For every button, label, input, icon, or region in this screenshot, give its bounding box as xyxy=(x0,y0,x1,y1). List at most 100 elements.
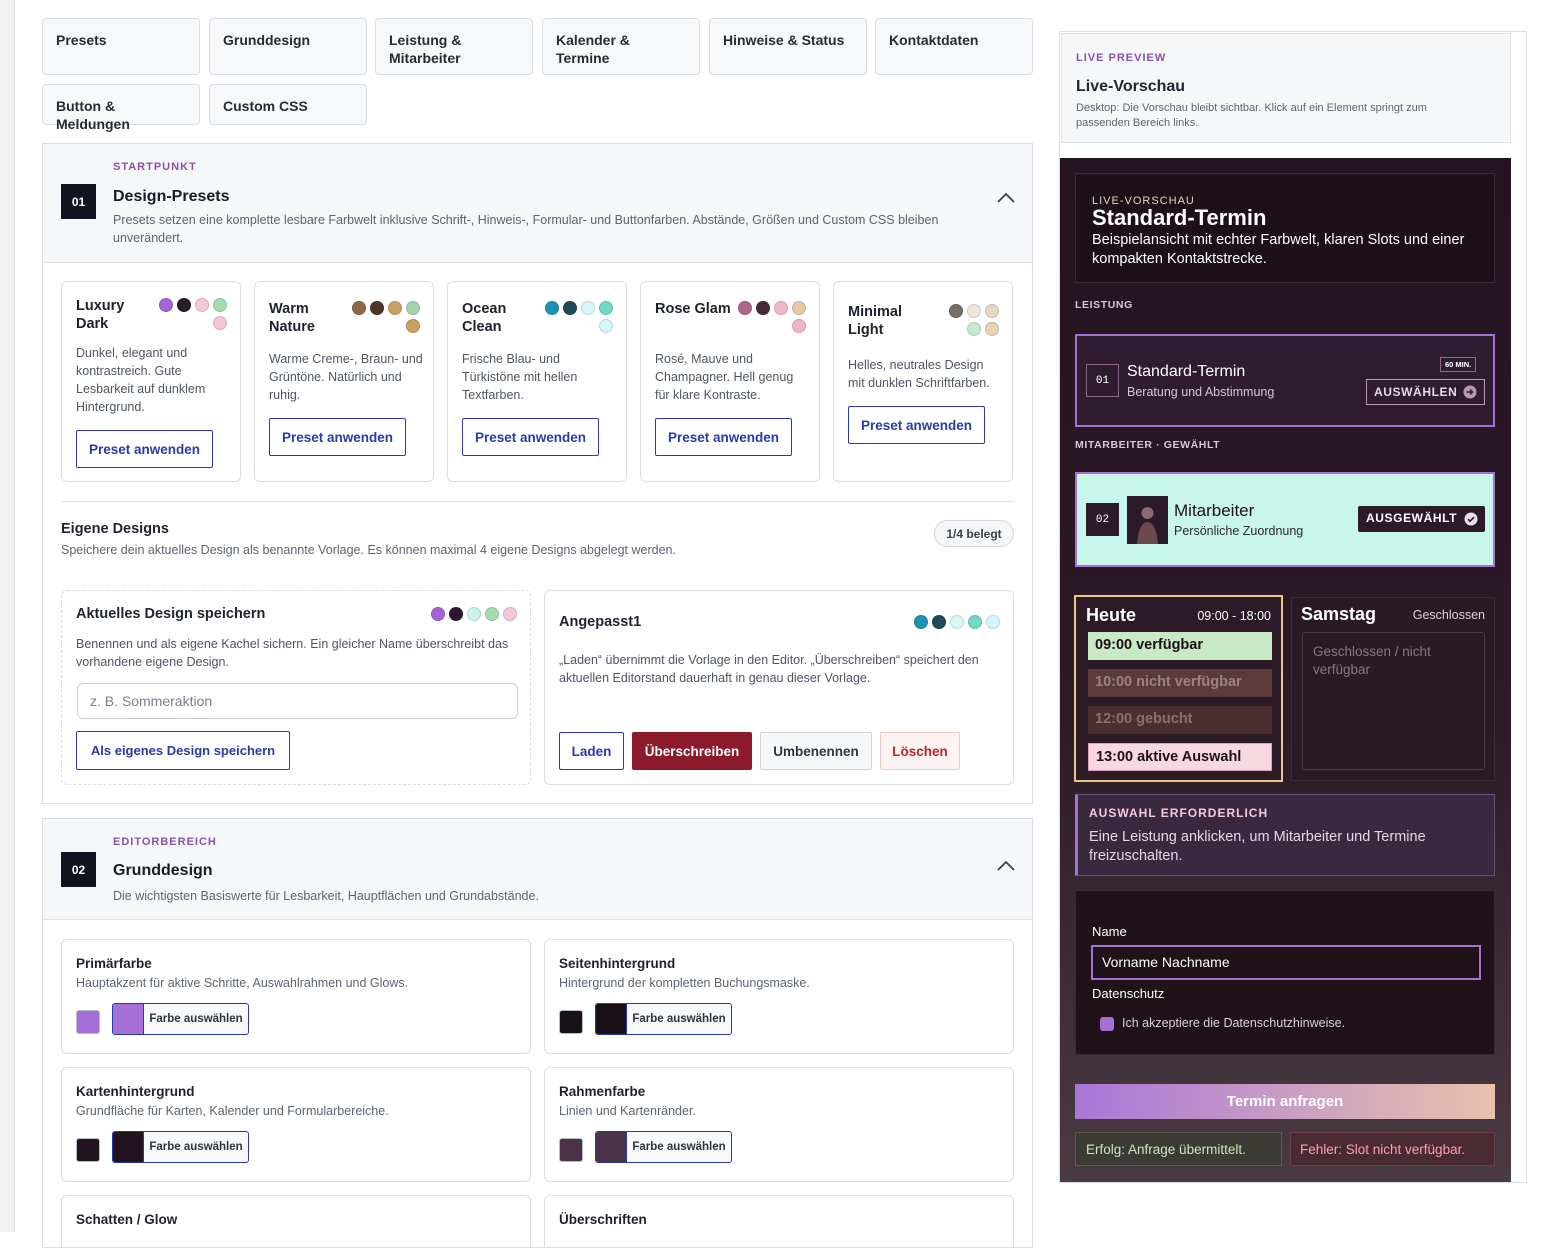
field-label: Datenschutz xyxy=(1092,986,1165,1001)
preset-description: Dunkel, elegant und kontrastreich. Gute … xyxy=(76,346,206,414)
preview-hero[interactable]: LIVE-VORSCHAU Standard-Termin Beispielan… xyxy=(1075,173,1495,283)
color-dot xyxy=(985,304,999,318)
duration-badge: 60 MIN. xyxy=(1440,357,1477,372)
hero-title: Standard-Termin xyxy=(1092,205,1267,230)
color-picker-button[interactable]: Farbe auswählen xyxy=(595,1003,732,1035)
selected-button[interactable]: AUSGEWÄHLT xyxy=(1358,506,1485,532)
color-block xyxy=(113,1132,144,1162)
color-block xyxy=(113,1004,144,1034)
color-swatch xyxy=(559,1138,583,1162)
button-label: Farbe auswählen xyxy=(149,1141,243,1153)
color-block xyxy=(596,1132,627,1162)
tab[interactable]: Presets xyxy=(42,18,200,75)
color-field: Schatten / Glow xyxy=(61,1195,531,1247)
section-header[interactable]: STARTPUNKT 01 Design-Presets Presets set… xyxy=(43,144,1032,263)
time-slot[interactable]: 12:00 gebucht xyxy=(1088,706,1272,734)
color-block xyxy=(596,1004,627,1034)
color-dot xyxy=(581,301,595,315)
name-input[interactable]: Vorname Nachname xyxy=(1091,945,1481,980)
tab[interactable]: Hinweise & Status xyxy=(709,18,867,75)
preview-description: Desktop: Die Vorschau bleibt sichtbar. K… xyxy=(1076,102,1427,129)
tab[interactable]: Button & Meldungen xyxy=(42,84,200,132)
color-dot xyxy=(932,615,946,629)
day-name: Heute xyxy=(1086,605,1137,625)
color-dot xyxy=(388,301,402,315)
preset-name: Rose Glam xyxy=(655,301,731,317)
collapse-icon[interactable] xyxy=(996,860,1016,872)
check-icon xyxy=(1464,512,1478,526)
apply-preset-button[interactable]: Preset anwenden xyxy=(269,418,406,456)
select-button[interactable]: AUSWÄHLEN xyxy=(1366,379,1485,405)
tab[interactable]: Kalender & Termine xyxy=(542,18,700,75)
color-dot xyxy=(431,607,445,621)
service-card[interactable]: 01 Standard-Termin Beratung und Abstimmu… xyxy=(1075,334,1495,427)
color-swatch xyxy=(76,1138,100,1162)
card-description: Benennen und als eigene Kachel sichern. … xyxy=(76,637,509,669)
color-dot xyxy=(599,301,613,315)
color-picker-button[interactable]: Farbe auswählen xyxy=(595,1131,732,1163)
arrow-icon xyxy=(1463,385,1477,399)
button-label: Farbe auswählen xyxy=(632,1141,726,1153)
preview-panel xyxy=(1059,31,1527,1183)
apply-preset-button[interactable]: Preset anwenden xyxy=(848,406,985,444)
collapse-icon[interactable] xyxy=(996,192,1016,204)
section-description: Die wichtigsten Basiswerte für Lesbarkei… xyxy=(113,889,539,903)
action-button[interactable]: Umbenennen xyxy=(760,732,872,770)
action-button[interactable]: Überschreiben xyxy=(632,732,752,770)
color-dot xyxy=(159,298,173,312)
preset-description: Rosé, Mauve und Champagner. Hell genug f… xyxy=(655,352,794,402)
section-header[interactable]: EDITORBEREICH 02 Grunddesign Die wichtig… xyxy=(43,819,1032,920)
apply-preset-button[interactable]: Preset anwenden xyxy=(655,418,792,456)
save-design-button[interactable]: Als eigenes Design speichern xyxy=(76,731,290,770)
notice-title: AUSWAHL ERFORDERLICH xyxy=(1089,806,1269,820)
eyebrow: EDITORBEREICH xyxy=(113,836,217,848)
time-slot[interactable]: 10:00 nicht verfügbar xyxy=(1088,669,1272,697)
color-dot xyxy=(949,304,963,318)
color-dots xyxy=(945,304,999,336)
privacy-text: Ich akzeptiere die Datenschutzhinweise. xyxy=(1122,1016,1346,1030)
design-name-input[interactable]: z. B. Sommeraktion xyxy=(77,683,518,719)
day-column[interactable]: Heute 09:00 - 18:00 09:00 verfügbar 10:00 n… xyxy=(1074,595,1283,782)
color-dot xyxy=(985,322,999,336)
privacy-checkbox[interactable] xyxy=(1100,1017,1114,1031)
tab[interactable]: Kontaktdaten xyxy=(875,18,1033,75)
color-dot xyxy=(406,319,420,333)
action-button[interactable]: Laden xyxy=(559,732,624,770)
own-designs-title: Eigene Designs xyxy=(61,521,169,537)
tab[interactable]: Grunddesign xyxy=(209,18,367,75)
submit-button[interactable]: Termin anfragen xyxy=(1075,1084,1495,1119)
tab[interactable]: Custom CSS xyxy=(209,84,367,125)
field-label: Rahmenfarbe xyxy=(559,1084,646,1099)
apply-preset-button[interactable]: Preset anwenden xyxy=(76,430,213,468)
own-designs-description: Speichere dein aktuelles Design als bena… xyxy=(61,543,676,557)
field-label: Schatten / Glow xyxy=(76,1212,178,1227)
action-button[interactable]: Löschen xyxy=(880,732,960,770)
apply-preset-button[interactable]: Preset anwenden xyxy=(462,418,599,456)
employee-card[interactable]: 02 Mitarbeiter Persönliche Zuordnung AUS… xyxy=(1075,472,1495,567)
day-column[interactable]: Samstag Geschlossen Geschlossen / nicht ve… xyxy=(1291,597,1495,781)
day-name: Samstag xyxy=(1301,604,1377,624)
time-slot[interactable]: 13:00 aktive Auswahl xyxy=(1088,743,1272,771)
usage-badge: 1/4 belegt xyxy=(934,520,1014,547)
color-field: Rahmenfarbe Linien und Kartenränder. Farbe… xyxy=(544,1067,1014,1182)
preset-body: Rosé, Mauve und Champagner. Hell genug f… xyxy=(655,350,810,456)
color-dot xyxy=(738,301,752,315)
button-label: Farbe auswählen xyxy=(632,1013,726,1025)
color-field: Primärfarbe Hauptakzent für aktive Schrit… xyxy=(61,939,531,1054)
color-swatch xyxy=(76,1010,100,1034)
tab[interactable]: Leistung & Mitarbeiter xyxy=(375,18,533,75)
card-subtitle: Persönliche Zuordnung xyxy=(1174,524,1304,538)
color-picker-button[interactable]: Farbe auswählen xyxy=(112,1131,249,1163)
preview-title: Live-Vorschau xyxy=(1076,78,1186,95)
color-dot xyxy=(968,615,982,629)
preset-description: Frische Blau- und Türkistöne mit hellen … xyxy=(462,352,578,402)
color-picker-button[interactable]: Farbe auswählen xyxy=(112,1003,249,1035)
time-slot[interactable]: 09:00 verfügbar xyxy=(1088,632,1272,660)
card-subtitle: Beratung und Abstimmung xyxy=(1127,385,1275,399)
preset-name: Ocean Clean xyxy=(462,301,507,335)
error-message: Fehler: Slot nicht verfügbar. xyxy=(1290,1132,1495,1166)
section-number: 01 xyxy=(61,184,96,219)
preset-description: Helles, neutrales Design mit dunklen Sch… xyxy=(848,358,990,390)
section-title: Design-Presets xyxy=(113,188,230,205)
